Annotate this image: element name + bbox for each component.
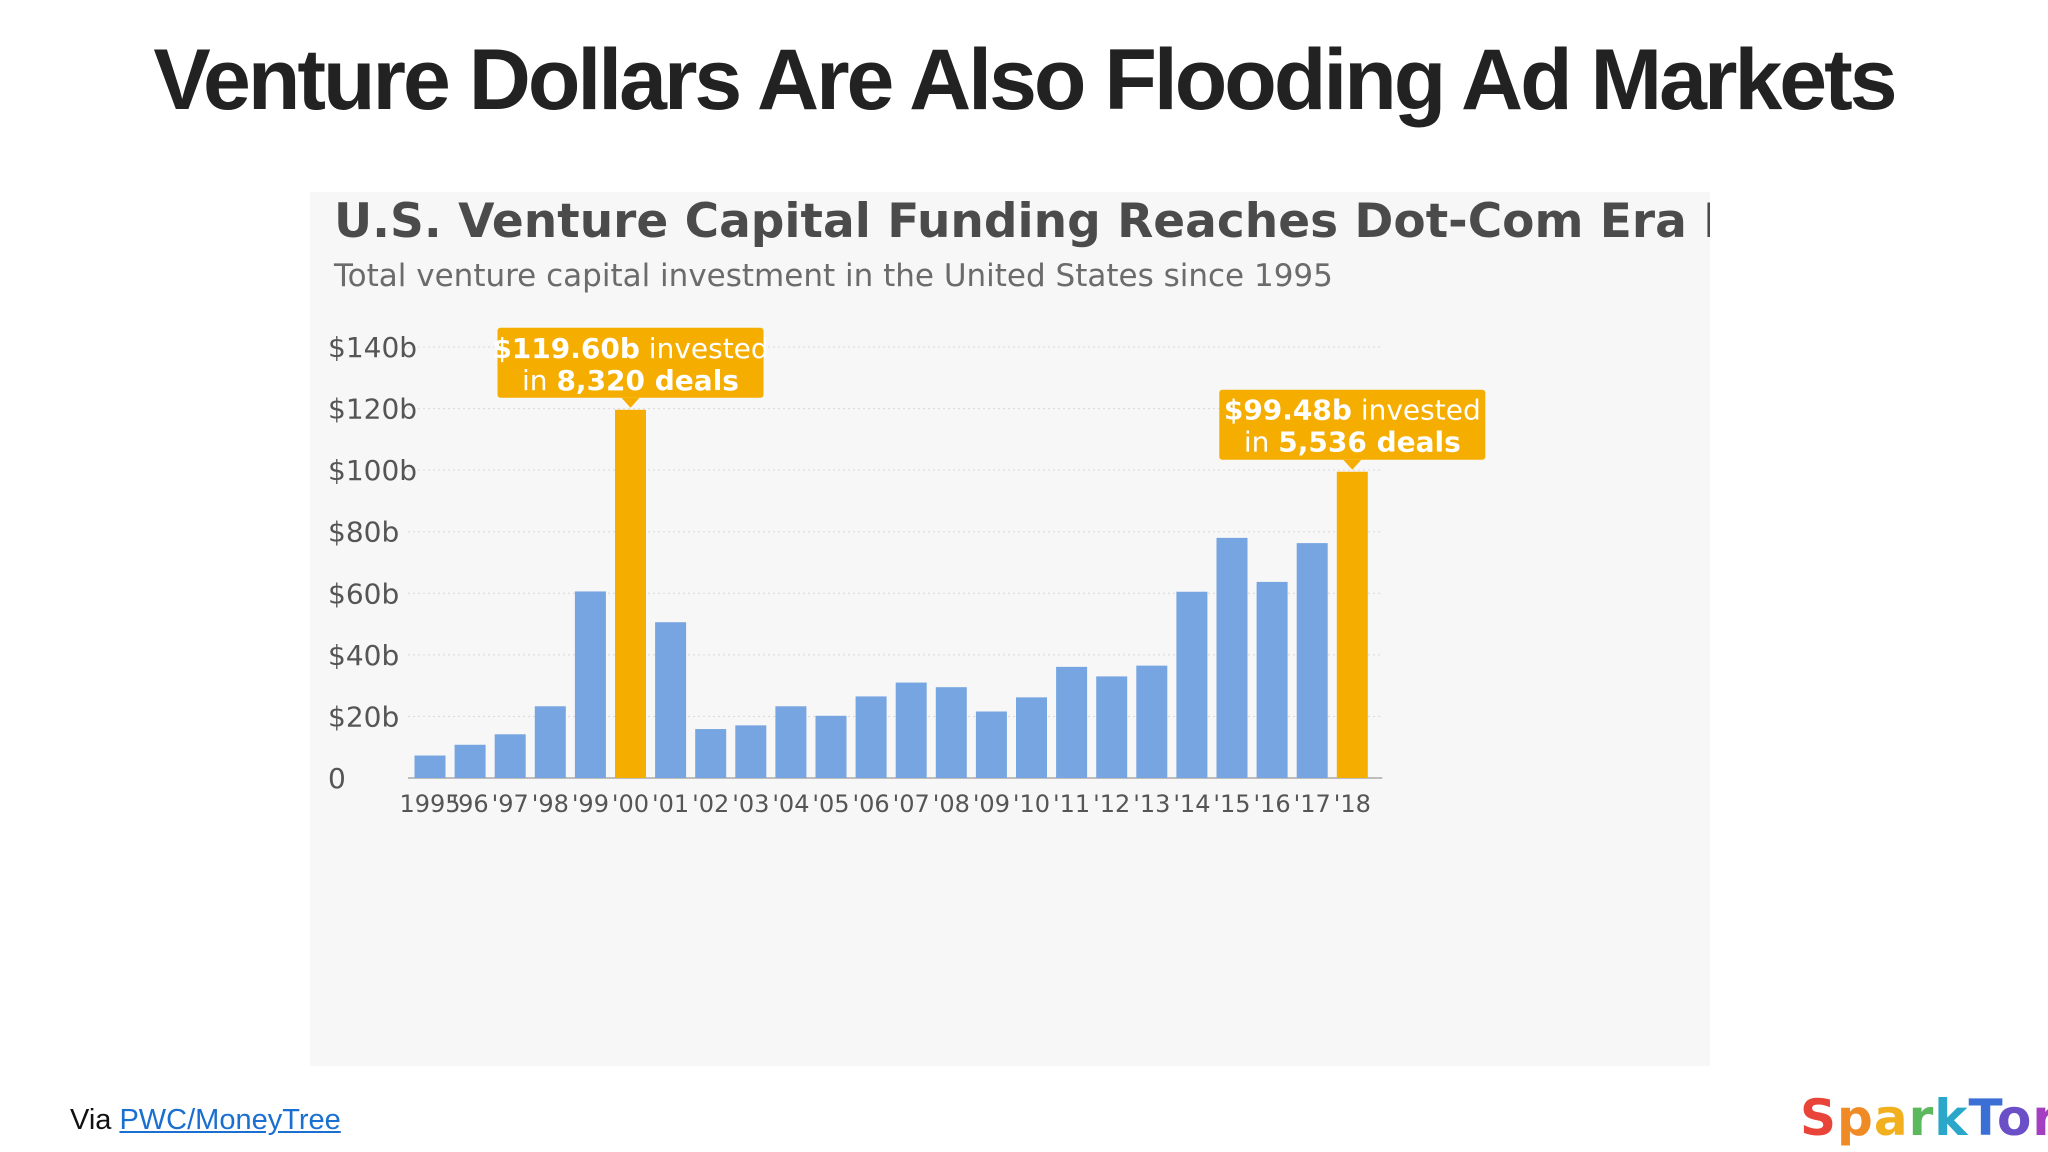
x-tick-label: '00 <box>612 790 649 818</box>
chart-subtitle: Total venture capital investment in the … <box>333 258 1333 294</box>
x-tick-label: '13 <box>1133 790 1170 818</box>
bar-17 <box>1296 543 1328 778</box>
x-tick-label: '18 <box>1334 790 1371 818</box>
x-tick-label: '10 <box>1013 790 1050 818</box>
callout-box <box>497 327 764 398</box>
sparktoro-logo: SparkToro <box>1800 1089 2048 1147</box>
x-tick-label: '03 <box>732 790 769 818</box>
bar-chart: U.S. Venture Capital Funding Reaches Dot… <box>328 194 1710 818</box>
bar-08 <box>935 687 967 778</box>
bar-99 <box>574 591 606 778</box>
y-tick-label: $40b <box>328 639 399 672</box>
x-tick-label: '16 <box>1254 790 1291 818</box>
bar-02 <box>695 729 727 778</box>
y-tick-label: $120b <box>328 393 417 426</box>
bar-06 <box>855 696 887 778</box>
bar-16 <box>1256 581 1288 778</box>
bar-09 <box>975 711 1007 778</box>
bar-1995 <box>414 755 446 778</box>
x-tick-label: '15 <box>1213 790 1250 818</box>
bar-13 <box>1136 665 1168 778</box>
slide-title: Venture Dollars Are Also Flooding Ad Mar… <box>153 32 1897 128</box>
x-tick-label: '01 <box>652 790 689 818</box>
bar-07 <box>895 682 927 778</box>
x-tick-label: '09 <box>973 790 1010 818</box>
x-tick-label: '08 <box>933 790 970 818</box>
source-credit: Via PWC/MoneyTree <box>70 1104 341 1137</box>
y-tick-label: $60b <box>328 577 399 610</box>
x-axis-ticks: 1995'96'97'98'99'00'01'02'03'04'05'06'07… <box>399 790 1370 818</box>
x-tick-label: '05 <box>812 790 849 818</box>
bar-11 <box>1056 666 1088 778</box>
x-tick-label: '14 <box>1173 790 1210 818</box>
bar-04 <box>775 706 807 778</box>
x-tick-label: '06 <box>853 790 890 818</box>
x-tick-label: 1995 <box>399 790 460 818</box>
bar-97 <box>494 734 526 778</box>
chart-title: U.S. Venture Capital Funding Reaches Dot… <box>334 194 1710 249</box>
callout-line: $99.48b invested <box>1224 394 1481 427</box>
source-link[interactable]: PWC/MoneyTree <box>119 1104 341 1136</box>
y-tick-label: $140b <box>328 331 417 364</box>
x-tick-label: '07 <box>893 790 930 818</box>
bar-12 <box>1096 676 1128 778</box>
bar-98 <box>534 706 566 778</box>
callout-pointer <box>621 397 640 408</box>
x-tick-label: '04 <box>772 790 809 818</box>
bar-03 <box>735 725 767 778</box>
y-tick-label: $20b <box>328 700 399 733</box>
x-tick-label: '02 <box>692 790 729 818</box>
y-tick-label: $100b <box>328 454 417 487</box>
y-tick-label: $80b <box>328 516 399 549</box>
bar-14 <box>1176 591 1208 778</box>
y-axis-ticks: 0 $20b $40b $60b $80b $100b $120b $140b <box>328 331 417 795</box>
x-tick-label: '17 <box>1294 790 1331 818</box>
bar-05 <box>815 715 847 778</box>
callout-line: in 8,320 deals <box>522 364 739 397</box>
bar-01 <box>655 622 687 778</box>
x-tick-label: '98 <box>532 790 569 818</box>
bar-96 <box>454 744 486 778</box>
x-tick-label: '99 <box>572 790 609 818</box>
bar-00 <box>615 409 646 778</box>
callout-box <box>1219 389 1486 460</box>
bar-18 <box>1336 471 1368 778</box>
bars <box>414 409 1368 778</box>
bar-10 <box>1016 697 1047 778</box>
x-tick-label: '96 <box>452 790 489 818</box>
callout-pointer <box>1343 459 1362 470</box>
callout-line: $119.60b invested <box>492 332 768 365</box>
x-tick-label: '97 <box>492 790 529 818</box>
x-tick-label: '11 <box>1053 790 1090 818</box>
source-prefix: Via <box>70 1104 120 1136</box>
x-tick-label: '12 <box>1093 790 1130 818</box>
bar-15 <box>1216 537 1248 778</box>
y-tick-label: 0 <box>328 762 346 795</box>
callout-line: in 5,536 deals <box>1244 426 1461 459</box>
